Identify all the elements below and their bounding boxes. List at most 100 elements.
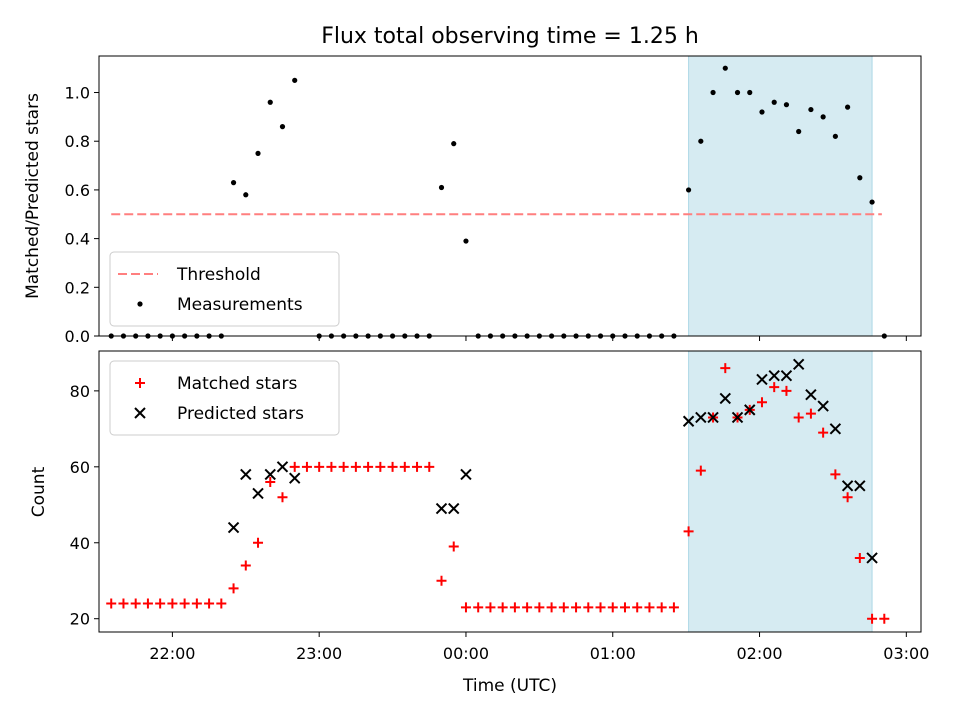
matched-stars-point <box>607 602 618 613</box>
matched-stars-point <box>644 602 655 613</box>
predicted-stars-point <box>460 468 472 481</box>
bottom-highlight-span <box>688 350 873 633</box>
legend-label: Predicted stars <box>177 404 304 424</box>
measurement-point <box>451 141 457 147</box>
measurement-point <box>832 133 838 139</box>
matched-stars-point <box>546 602 557 613</box>
matched-stars-point <box>130 598 141 609</box>
x-tick-label: 00:00 <box>443 644 489 663</box>
matched-stars-point <box>460 602 471 613</box>
chart-title: Flux total observing time = 1.25 h <box>321 24 699 49</box>
measurement-point <box>438 184 445 191</box>
matched-stars-point <box>854 552 865 563</box>
matched-stars-point <box>683 526 694 537</box>
matched-stars-point <box>818 427 829 438</box>
measurement-point <box>820 114 826 120</box>
measurement-point <box>869 199 875 205</box>
measurement-point <box>771 99 777 105</box>
legend-predicted-swatch <box>134 407 146 419</box>
predicted-stars-point <box>682 415 695 427</box>
matched-stars-point <box>253 537 264 548</box>
x-tick-label: 02:00 <box>736 644 782 663</box>
matched-stars-point <box>265 477 276 488</box>
measurement-point <box>808 106 814 113</box>
matched-stars-point <box>867 613 878 624</box>
matched-stars-point <box>228 583 239 594</box>
matched-stars-point <box>314 461 325 472</box>
matched-stars-point <box>277 492 288 503</box>
bottom-legend-box <box>109 360 340 436</box>
predicted-stars-point <box>805 388 817 401</box>
measurement-point <box>759 109 765 115</box>
matched-stars-point <box>656 602 667 613</box>
predicted-stars-point <box>448 502 460 515</box>
bottom-y-tick-label: 80 <box>70 382 90 401</box>
matched-stars-point <box>424 461 435 472</box>
top-y-tick-label: 0.0 <box>65 327 90 346</box>
matched-stars-point <box>632 602 643 613</box>
matched-stars-point <box>387 461 398 472</box>
legend-matched-swatch <box>135 378 145 388</box>
matched-stars-point <box>619 602 630 613</box>
matched-stars-point <box>412 461 423 472</box>
x-axis-label: Time (UTC) <box>462 676 557 696</box>
matched-stars-point <box>338 461 349 472</box>
predicted-stars-point <box>719 392 731 405</box>
matched-stars-point <box>485 602 496 613</box>
x-tick-label: 03:00 <box>883 644 929 663</box>
matched-stars-point <box>240 560 251 571</box>
matched-stars-point <box>301 461 312 472</box>
matched-stars-point <box>571 602 582 613</box>
predicted-stars-point <box>695 411 707 424</box>
matched-stars-point <box>756 397 767 408</box>
top-y-tick-label: 1.0 <box>65 84 90 103</box>
matched-stars-point <box>106 598 117 609</box>
matched-stars-point <box>448 541 459 552</box>
predicted-stars-point <box>780 369 793 382</box>
measurement-point <box>685 187 692 193</box>
matched-stars-point <box>534 602 545 613</box>
ratio-panel: 0.0 0.2 0.4 0.6 0.8 1.0 Threshold Measurements <box>65 55 922 346</box>
legend-label: Measurements <box>177 295 303 315</box>
predicted-stars-point <box>707 411 719 424</box>
matched-stars-point <box>793 412 804 423</box>
predicted-stars-point <box>829 423 842 435</box>
matched-stars-point <box>558 602 569 613</box>
matched-stars-point <box>830 469 841 480</box>
predicted-stars-point <box>731 411 744 424</box>
matched-stars-point <box>350 461 361 472</box>
matched-stars-point <box>167 598 178 609</box>
matched-stars-point <box>155 598 166 609</box>
measurement-point <box>783 102 790 108</box>
predicted-stars-point <box>289 472 301 484</box>
top-legend-box <box>109 251 340 327</box>
top-legend: Threshold Measurements <box>109 251 340 327</box>
predicted-stars-point <box>252 487 264 500</box>
measurement-point <box>796 128 802 135</box>
x-tick-label: 22:00 <box>149 644 195 663</box>
predicted-stars-point <box>756 373 768 386</box>
top-y-axis-label: Matched/Predicted stars <box>23 93 43 299</box>
matched-stars-point <box>769 382 780 393</box>
measurement-point <box>243 192 249 198</box>
top-axes-frame <box>98 55 922 337</box>
legend-label: Matched stars <box>177 374 297 394</box>
predicted-stars-point <box>276 461 289 473</box>
matched-stars-point <box>191 598 202 609</box>
matched-stars-point <box>695 465 706 476</box>
matched-stars-point <box>805 408 816 419</box>
predicted-stars-point <box>264 468 276 481</box>
matched-stars-point <box>216 598 227 609</box>
predicted-stars-point <box>768 369 780 382</box>
measurement-point <box>279 124 286 130</box>
matched-stars-point <box>118 598 129 609</box>
measurement-point <box>747 89 753 96</box>
predicted-stars-point <box>227 521 240 534</box>
predicted-stars-point <box>744 404 756 416</box>
top-highlight-span <box>688 55 873 337</box>
bottom-axes-frame <box>98 350 922 633</box>
top-y-tick-label: 0.6 <box>65 181 90 200</box>
measurement-point <box>267 99 273 105</box>
measurement-point <box>463 238 469 244</box>
